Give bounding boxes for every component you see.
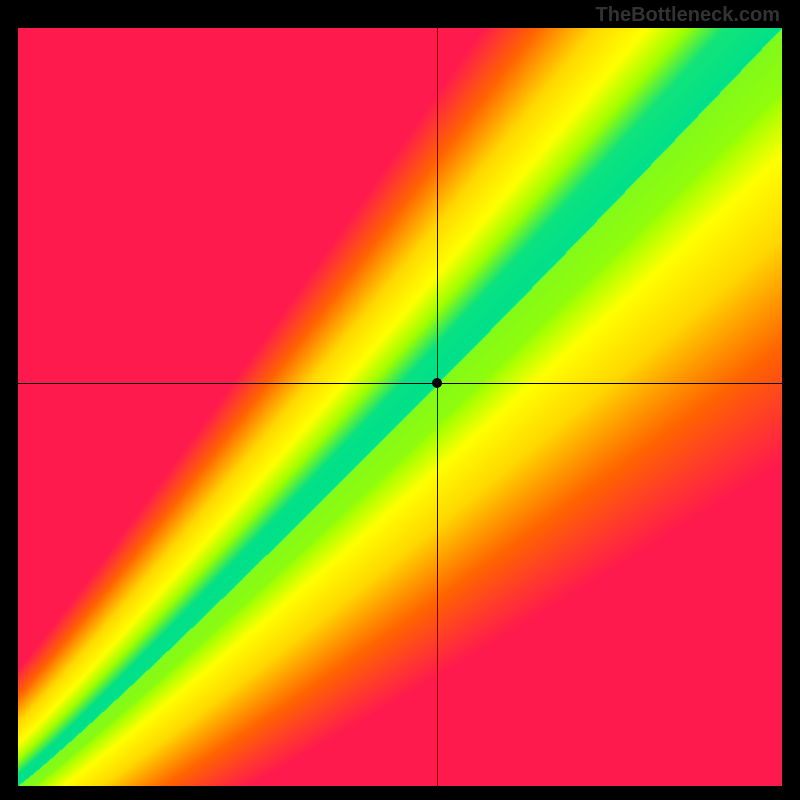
watermark-text: TheBottleneck.com: [596, 4, 780, 27]
bottleneck-heatmap: [18, 28, 782, 786]
heatmap-canvas: [18, 28, 782, 786]
